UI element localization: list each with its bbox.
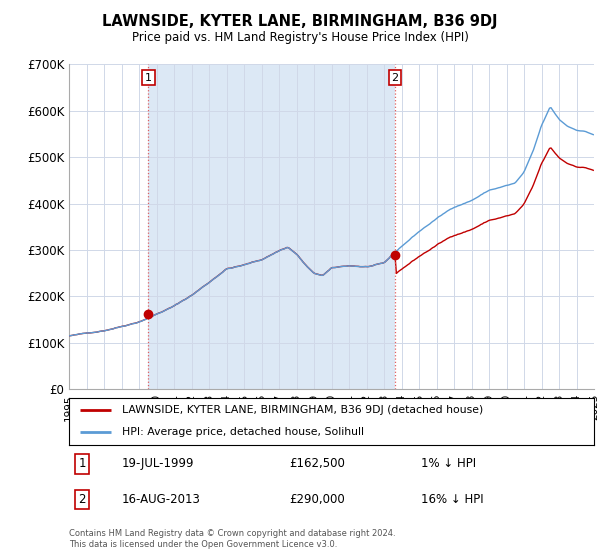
Text: HPI: Average price, detached house, Solihull: HPI: Average price, detached house, Soli… xyxy=(121,427,364,437)
Bar xyxy=(148,64,395,389)
Text: £162,500: £162,500 xyxy=(290,458,346,470)
Text: LAWNSIDE, KYTER LANE, BIRMINGHAM, B36 9DJ (detached house): LAWNSIDE, KYTER LANE, BIRMINGHAM, B36 9D… xyxy=(121,405,483,416)
Text: 16-AUG-2013: 16-AUG-2013 xyxy=(121,493,200,506)
Text: 2: 2 xyxy=(79,493,86,506)
Text: 1% ↓ HPI: 1% ↓ HPI xyxy=(421,458,476,470)
Text: Price paid vs. HM Land Registry's House Price Index (HPI): Price paid vs. HM Land Registry's House … xyxy=(131,31,469,44)
Text: 16% ↓ HPI: 16% ↓ HPI xyxy=(421,493,484,506)
Text: 19-JUL-1999: 19-JUL-1999 xyxy=(121,458,194,470)
Text: 1: 1 xyxy=(79,458,86,470)
Text: 2: 2 xyxy=(391,72,398,82)
Text: £290,000: £290,000 xyxy=(290,493,345,506)
Text: LAWNSIDE, KYTER LANE, BIRMINGHAM, B36 9DJ: LAWNSIDE, KYTER LANE, BIRMINGHAM, B36 9D… xyxy=(102,14,498,29)
Text: 1: 1 xyxy=(145,72,152,82)
Text: Contains HM Land Registry data © Crown copyright and database right 2024.
This d: Contains HM Land Registry data © Crown c… xyxy=(69,529,395,549)
